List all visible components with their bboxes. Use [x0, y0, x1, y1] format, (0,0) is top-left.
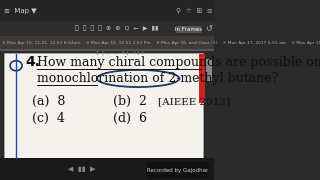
Text: (b)  2: (b) 2: [114, 95, 148, 108]
Text: In Frames: In Frames: [175, 27, 202, 32]
Bar: [176, 26, 201, 33]
Bar: [4, 53, 204, 158]
Bar: [146, 162, 210, 178]
Text: ↺: ↺: [205, 24, 212, 33]
Bar: [0, 36, 214, 50]
Text: (d)  6: (d) 6: [114, 112, 148, 125]
Bar: [0, 49, 214, 51]
Bar: [205, 59, 212, 81]
Text: ≡  Map ▼: ≡ Map ▼: [4, 8, 37, 14]
Text: How many chiral compounds are possible on: How many chiral compounds are possible o…: [37, 56, 320, 69]
Text: 4.: 4.: [26, 55, 41, 69]
Text: Recorded by Gajodhar: Recorded by Gajodhar: [147, 168, 208, 173]
Text: (a)  8: (a) 8: [32, 95, 66, 108]
Text: [AIEEE 2012]: [AIEEE 2012]: [158, 97, 231, 106]
Text: ◀  ▮▮  ▶: ◀ ▮▮ ▶: [68, 166, 95, 172]
Text: ✕ Mon Apr 16, 11:21, 12:51 6:54am    ✕ Mon Apr 16, 12:51 2:51 Pm    ✕ Mon Apr 16: ✕ Mon Apr 16, 11:21, 12:51 6:54am ✕ Mon …: [2, 41, 320, 45]
Text: 1  |  ←  →  ↑↓  ↑↓↑: 1 | ← → ↑↓ ↑↓↑: [96, 50, 145, 56]
Text: ⚲  ☆  ⊞  ≡: ⚲ ☆ ⊞ ≡: [176, 8, 212, 14]
Bar: [0, 0, 214, 22]
Text: (c)  4: (c) 4: [32, 112, 65, 125]
Bar: [0, 21, 214, 36]
Bar: [0, 158, 214, 180]
Bar: [199, 54, 204, 103]
Text: 𝐿  𝐿  𝐿  𝐿  ⊕  ⊕  Q  ←  ▶  ▮▮: 𝐿 𝐿 𝐿 𝐿 ⊕ ⊕ Q ← ▶ ▮▮: [75, 25, 158, 31]
Text: monochlorination of 2-methyl butane?: monochlorination of 2-methyl butane?: [37, 72, 279, 85]
